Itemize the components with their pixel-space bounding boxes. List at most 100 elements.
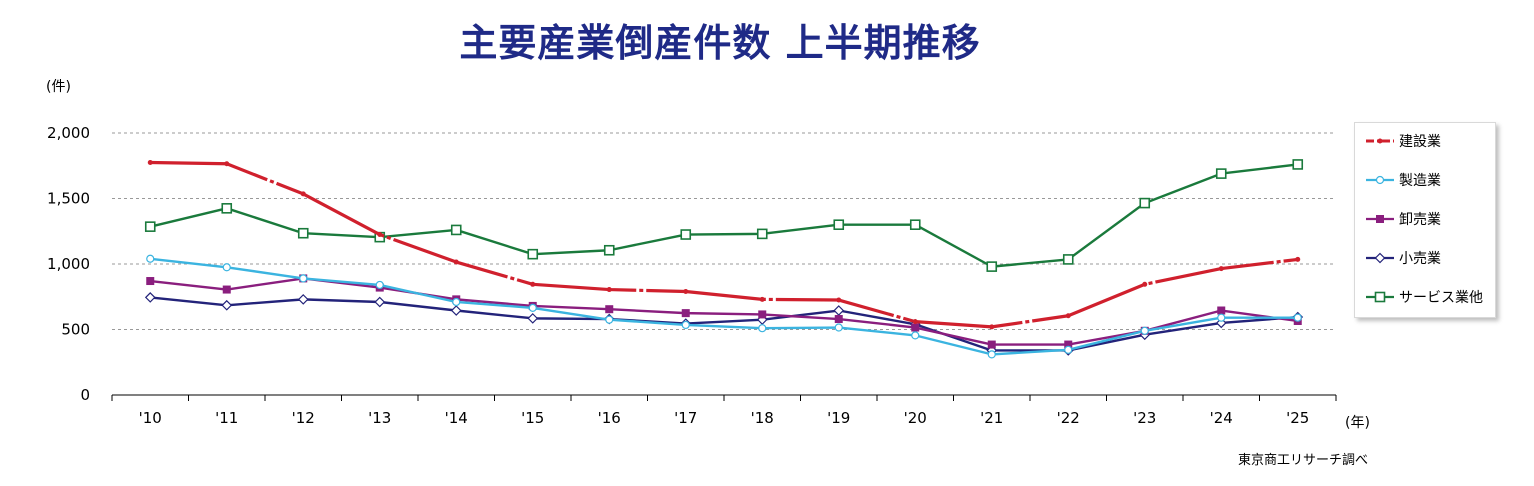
x-tick-label: '13 (368, 409, 391, 427)
data-point (1295, 256, 1301, 262)
data-point (605, 315, 614, 324)
data-point (834, 323, 843, 332)
data-point (527, 313, 539, 324)
legend-swatch (1366, 291, 1394, 303)
data-point (299, 274, 308, 283)
data-point (146, 254, 155, 263)
x-tick-label: '22 (1057, 409, 1080, 427)
x-tick-label: '21 (980, 409, 1003, 427)
data-point (681, 309, 690, 318)
data-point (144, 221, 156, 232)
x-tick-label: '24 (1210, 409, 1233, 427)
data-point (1374, 291, 1386, 303)
data-point (912, 319, 918, 325)
series-line (150, 160, 1298, 329)
series-小売業 (144, 292, 1304, 356)
legend-swatch (1366, 175, 1394, 185)
series-line (150, 257, 1298, 356)
data-point (1376, 215, 1384, 223)
data-point (1065, 313, 1071, 319)
data-point (1062, 254, 1074, 265)
data-point (758, 310, 767, 319)
y-tick-label: 1,500 (47, 190, 90, 208)
data-point (1293, 313, 1302, 322)
data-point (756, 228, 768, 240)
legend-item: 建設業 (1365, 131, 1441, 151)
data-point (530, 281, 536, 287)
y-tick-labels: 0 500 1,000 1,500 2,000 (47, 124, 90, 404)
data-point (146, 277, 155, 286)
x-tick-label: '19 (827, 409, 850, 427)
series-layer (144, 159, 1304, 359)
legend-item: 卸売業 (1365, 209, 1441, 229)
data-point (836, 297, 842, 303)
data-point (911, 331, 920, 340)
x-tick-label: '25 (1286, 409, 1309, 427)
x-axis-unit-label: (年) (1345, 415, 1370, 431)
data-point (144, 292, 156, 303)
y-axis-unit-label: (件) (46, 79, 71, 95)
x-tick-label: '17 (674, 409, 697, 427)
series-line (149, 163, 1298, 268)
data-point (297, 227, 309, 239)
y-tick-label: 1,000 (47, 255, 90, 273)
data-point (987, 340, 996, 349)
data-point (375, 280, 384, 290)
data-point (300, 191, 306, 197)
data-point (1292, 159, 1304, 170)
axes (111, 394, 1337, 401)
data-point (1140, 326, 1149, 335)
data-point (680, 229, 692, 240)
x-tick-label: '10 (139, 409, 162, 427)
series-line (150, 296, 1298, 352)
legend-swatch (1366, 252, 1394, 264)
data-point (1064, 340, 1073, 349)
legend-item: サービス業他 (1365, 287, 1483, 307)
legend-label: サービス業他 (1399, 290, 1483, 306)
legend: 建設業製造業卸売業小売業サービス業他 (1354, 122, 1496, 318)
data-point (986, 261, 998, 272)
data-point (222, 285, 231, 294)
legend-swatch (1366, 138, 1394, 144)
data-point (987, 350, 996, 359)
data-point (989, 324, 995, 330)
legend-label: 製造業 (1399, 173, 1441, 189)
series-製造業 (146, 254, 1302, 359)
source-note: 東京商工リサーチ調べ (1238, 453, 1369, 468)
data-point (1142, 281, 1148, 287)
x-tick-label: '15 (521, 409, 544, 427)
data-point (606, 287, 612, 293)
data-point (453, 259, 459, 265)
legend-item: 小売業 (1365, 248, 1441, 268)
data-point (833, 305, 845, 316)
legend-label: 建設業 (1399, 134, 1441, 150)
y-tick-label: 500 (61, 321, 90, 339)
series-建設業 (147, 159, 1301, 330)
x-tick-label: '11 (215, 409, 238, 427)
data-point (909, 219, 921, 230)
data-point (834, 315, 843, 324)
data-point (1064, 345, 1073, 354)
legend-label: 小売業 (1399, 251, 1441, 267)
chart-title: 主要産業倒産件数 上半期推移 (459, 21, 981, 65)
data-point (1217, 306, 1226, 315)
data-point (1375, 175, 1385, 185)
data-point (224, 161, 230, 167)
y-tick-label: 0 (80, 386, 90, 404)
data-point (221, 203, 233, 214)
y-tick-label: 2,000 (47, 124, 90, 142)
data-point (377, 232, 383, 238)
x-tick-label: '14 (445, 409, 468, 427)
data-point (450, 224, 462, 236)
data-point (1377, 138, 1383, 144)
x-tick-label: '16 (598, 409, 621, 427)
legend-swatch (1366, 215, 1394, 223)
data-point (1218, 266, 1224, 272)
data-point (222, 263, 231, 272)
data-point (374, 296, 386, 308)
data-point (297, 294, 309, 305)
legend-label: 卸売業 (1399, 212, 1441, 228)
data-point (683, 289, 689, 295)
data-point (1139, 197, 1151, 209)
x-tick-labels: '10 '11 '12 '13 '14 '15 '16 '17 '18 '19 '20 '21 '22 '… (139, 409, 1310, 427)
